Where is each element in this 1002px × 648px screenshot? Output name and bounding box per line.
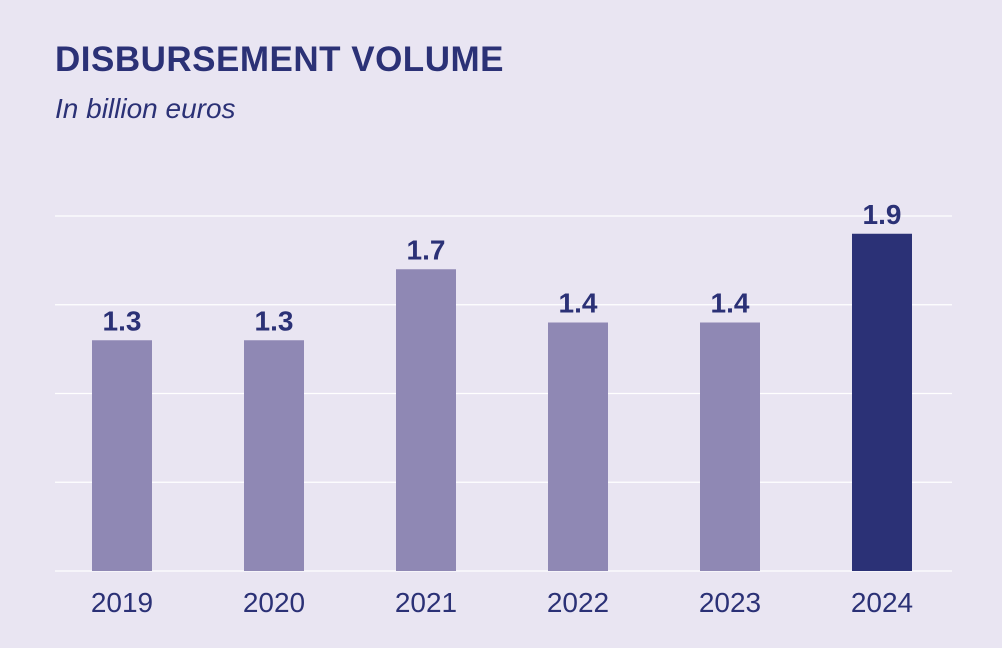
x-tick-label: 2022	[547, 587, 609, 618]
x-tick-label: 2021	[395, 587, 457, 618]
data-label-2019: 1.3	[103, 305, 142, 336]
x-tick-label: 2023	[699, 587, 761, 618]
bar-2020	[244, 340, 304, 571]
chart-subtitle: In billion euros	[55, 93, 236, 124]
bar-2019	[92, 340, 152, 571]
chart-title: DISBURSEMENT VOLUME	[55, 40, 504, 79]
data-label-2020: 1.3	[255, 305, 294, 336]
data-label-2023: 1.4	[711, 288, 750, 319]
bar-2024	[852, 233, 912, 571]
bar-2023	[700, 322, 760, 571]
data-label-2021: 1.7	[407, 234, 446, 265]
bar-2022	[548, 322, 608, 571]
data-label-2022: 1.4	[559, 288, 598, 319]
data-label-2024: 1.9	[863, 199, 902, 230]
x-tick-label: 2024	[851, 587, 913, 618]
x-tick-label: 2020	[243, 587, 305, 618]
bar-2021	[396, 269, 456, 571]
x-tick-label: 2019	[91, 587, 153, 618]
